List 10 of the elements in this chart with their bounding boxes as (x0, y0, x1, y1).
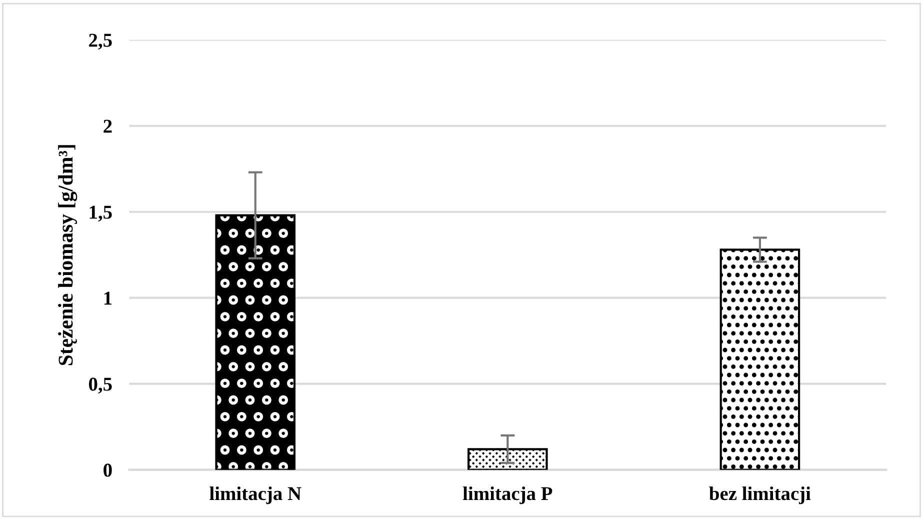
y-tick-label: 0 (104, 464, 112, 477)
x-tick-label: limitacja N (210, 486, 302, 504)
y-tick-label: 1 (104, 292, 112, 305)
x-tick-label: bez limitacji (709, 486, 811, 504)
y-tick-label: 0,5 (88, 378, 112, 394)
y-tick-label: 1,5 (90, 206, 112, 222)
y-tick-label: 2,5 (89, 34, 112, 50)
y-tick-label: 2 (104, 120, 112, 133)
x-tick-label: limitacja P (462, 486, 552, 504)
y-axis-title: Stężenie biomasy [g/dm³] (58, 145, 78, 366)
